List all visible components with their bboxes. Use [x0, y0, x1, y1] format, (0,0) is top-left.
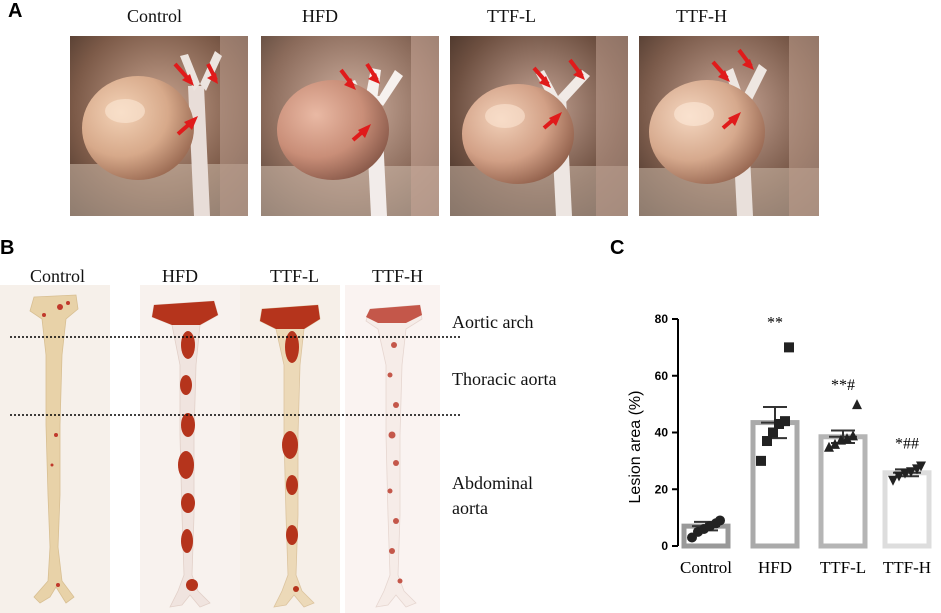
x-tick-label-ttf-l: TTF-L [820, 558, 866, 577]
panel-b-label-hfd: HFD [162, 266, 199, 286]
point-ttf-l-1 [830, 438, 840, 449]
point-hfd-4 [780, 416, 790, 427]
annotation-ttf-l: **# [831, 377, 855, 394]
point-ttf-l-4 [848, 430, 858, 441]
y-tick-label-40: 40 [655, 426, 669, 440]
y-tick-label-20: 20 [655, 482, 669, 496]
panel-c-letter: C [610, 237, 625, 259]
bar-hfd [750, 420, 800, 549]
panel-a-label-ttfh: TTF-H [676, 6, 727, 26]
aorta-ttfl [259, 304, 321, 608]
x-tick-label-hfd: HFD [758, 558, 792, 577]
aorta-hfd [151, 300, 219, 608]
annotation-hfd: ** [767, 314, 783, 331]
photo-heart-control [70, 36, 248, 216]
bar-ttf-l [818, 434, 868, 549]
annotation-ttf-h: *## [895, 436, 919, 453]
point-hfd-1 [762, 436, 772, 447]
panel-b-label-control: Control [30, 266, 86, 286]
panel-b-label-ttfl: TTF-L [270, 266, 319, 286]
photo-heart-hfd [261, 36, 439, 216]
x-tick-label-control: Control [680, 558, 732, 577]
aorta-ttfh [365, 304, 423, 608]
y-tick-label-80: 80 [655, 312, 669, 326]
point-ttf-l-0 [824, 441, 834, 452]
y-tick-label-0: 0 [661, 539, 668, 553]
x-tick-label-ttf-h: TTF-H [883, 558, 931, 577]
y-tick-label-60: 60 [655, 369, 669, 383]
panel-a-label-ttfl: TTF-L [487, 6, 536, 26]
point-ttf-h-3 [906, 467, 916, 478]
point-ttf-h-1 [894, 471, 904, 482]
point-hfd-2 [768, 427, 778, 438]
y-axis-label: Lesion area (%) [627, 391, 644, 504]
aorta-en-face-panel [0, 285, 460, 613]
panel-a-letter: A [8, 0, 23, 22]
point-hfd-3 [774, 418, 784, 429]
point-ttf-h-0 [888, 475, 898, 486]
panel-b-letter: B [0, 237, 15, 259]
data-points [687, 342, 926, 543]
point-hfd-0 [756, 455, 766, 466]
region-label-aorta: aorta [452, 498, 488, 518]
region-label-abdominal: Abdominal [452, 473, 533, 493]
x-tick-labels: Control HFD TTF-L TTF-H [680, 558, 931, 577]
y-axis: 0 20 40 60 80 [655, 312, 679, 553]
bars [681, 405, 932, 549]
point-ttf-h-2 [900, 468, 910, 479]
photo-heart-ttfl [450, 36, 628, 216]
point-ttf-l-5 [852, 399, 862, 410]
significance-annotations: ** **# *## [767, 314, 919, 452]
region-label-aortic-arch: Aortic arch [452, 312, 534, 332]
panel-b-label-ttfh: TTF-H [372, 266, 423, 286]
point-ttf-l-3 [842, 433, 852, 444]
point-ttf-h-5 [916, 461, 926, 472]
aorta-control [29, 294, 79, 604]
point-control-5 [715, 515, 725, 526]
point-hfd-5 [784, 342, 794, 353]
photo-heart-ttfh [639, 36, 819, 216]
region-label-thoracic-aorta: Thoracic aorta [452, 369, 557, 389]
bar-ttf-h [882, 470, 932, 549]
panel-a-label-control: Control [127, 6, 183, 26]
panel-a-label-hfd: HFD [302, 6, 339, 26]
